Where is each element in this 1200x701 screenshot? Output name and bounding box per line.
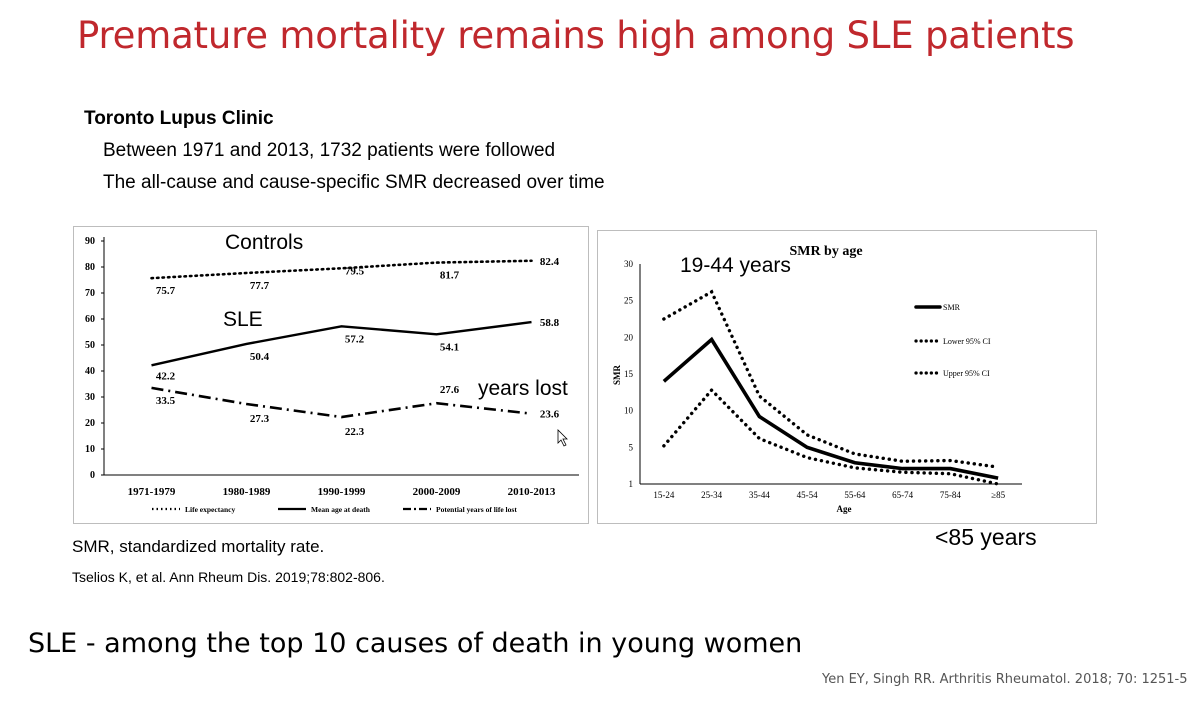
x-tick-label: 45-54 [797, 490, 818, 500]
x-tick-label: 25-34 [701, 490, 722, 500]
y-tick-label: 80 [85, 262, 95, 273]
x-axis-title: Age [837, 504, 852, 514]
y-tick-label: 0 [90, 470, 95, 481]
data-label: 27.6 [440, 384, 460, 396]
data-label: 54.1 [440, 341, 459, 353]
cursor-arrow-icon [557, 429, 568, 447]
x-tick-label: 1971-1979 [128, 486, 176, 498]
x-tick-label: 2000-2009 [413, 486, 461, 498]
x-tick-label: 1990-1999 [318, 486, 366, 498]
life-expectancy-chart: 0 10 20 30 40 50 60 70 80 90 1971-1979 1980-1989 199… [85, 231, 579, 514]
x-tick-label: 35-44 [749, 490, 770, 500]
annotation-sle: SLE [223, 308, 263, 331]
bottom-statement: SLE - among the top 10 causes of death i… [28, 628, 803, 659]
legend-label: Potential years of life lost [436, 505, 517, 514]
y-tick-label: 10 [624, 406, 634, 416]
slide-title: Premature mortality remains high among S… [77, 14, 1075, 57]
series-line-upper-95-ci [662, 289, 1000, 469]
life-expectancy-chart-panel: 0 10 20 30 40 50 60 70 80 90 1971-1979 1980-1989 199… [73, 226, 589, 524]
series-line-life-expectancy [150, 259, 533, 280]
legend-label: Upper 95% CI [943, 369, 990, 378]
x-tick-label: ≥85 [991, 490, 1005, 500]
x-tick-label: 75-84 [940, 490, 961, 500]
y-tick-label: 20 [624, 332, 634, 342]
y-tick-label: 15 [624, 369, 634, 379]
y-tick-label: 1 [629, 479, 634, 489]
y-tick-label: 90 [85, 236, 95, 247]
y-tick-label: 10 [85, 444, 95, 455]
data-label: 82.4 [540, 256, 560, 268]
x-tick-label: 55-64 [844, 490, 865, 500]
y-tick-label: 25 [624, 296, 634, 306]
x-tick-label: 15-24 [653, 490, 674, 500]
y-axis-title: SMR [612, 365, 622, 386]
y-tick-label: 60 [85, 314, 95, 325]
y-tick-label: 40 [85, 366, 95, 377]
x-tick-label: 65-74 [892, 490, 913, 500]
series-line-potential-years-of-life-lost [151, 386, 532, 419]
y-tick-label: 20 [85, 418, 95, 429]
x-tick-label: 1980-1989 [223, 486, 271, 498]
series-line-mean-age-at-death [151, 320, 532, 367]
data-label: 79.5 [345, 265, 365, 277]
smr-by-age-chart-panel: SMR by age 1 5 10 15 20 25 30 15-24 25-34 35-44 45-… [597, 230, 1097, 524]
bullet-smr-decreased: The all-cause and cause-specific SMR dec… [103, 172, 605, 193]
y-tick-label: 70 [85, 288, 95, 299]
legend-label: Life expectancy [185, 505, 235, 514]
data-label: 33.5 [156, 395, 176, 407]
annotation-controls: Controls [225, 231, 303, 254]
legend-label: Mean age at death [311, 505, 371, 514]
y-tick-label: 30 [624, 259, 634, 269]
series-line-lower-95-ci [662, 387, 1000, 486]
annotation-years-lost: years lost [478, 377, 568, 400]
data-label: 27.3 [250, 413, 270, 425]
legend-label: SMR [943, 303, 961, 312]
data-label: 22.3 [345, 426, 365, 438]
y-tick-label: 5 [629, 442, 634, 452]
y-tick-label: 50 [85, 340, 95, 351]
x-tick-label: 2010-2013 [508, 486, 556, 498]
citation-yen-singh: Yen EY, Singh RR. Arthritis Rheumatol. 2… [822, 672, 1188, 687]
citation-tselios: Tselios K, et al. Ann Rheum Dis. 2019;78… [72, 569, 385, 585]
data-label: 77.7 [250, 280, 270, 292]
data-label: 50.4 [250, 351, 270, 363]
annotation-19-44-years: 19-44 years [680, 254, 791, 277]
data-label: 81.7 [440, 270, 460, 282]
series-line-smr [662, 336, 999, 480]
legend-label: Lower 95% CI [943, 337, 991, 346]
data-label: 75.7 [156, 285, 176, 297]
annotation-under-85: <85 years [935, 524, 1037, 550]
chart-title: SMR by age [789, 244, 862, 259]
clinic-heading: Toronto Lupus Clinic [84, 108, 274, 129]
data-label: 58.8 [540, 317, 560, 329]
smr-abbreviation-note: SMR, standardized mortality rate. [72, 537, 325, 556]
y-tick-label: 30 [85, 392, 95, 403]
data-label: 42.2 [156, 370, 176, 382]
bullet-patients-followed: Between 1971 and 2013, 1732 patients wer… [103, 140, 556, 161]
data-label: 57.2 [345, 333, 365, 345]
data-label: 23.6 [540, 409, 560, 421]
